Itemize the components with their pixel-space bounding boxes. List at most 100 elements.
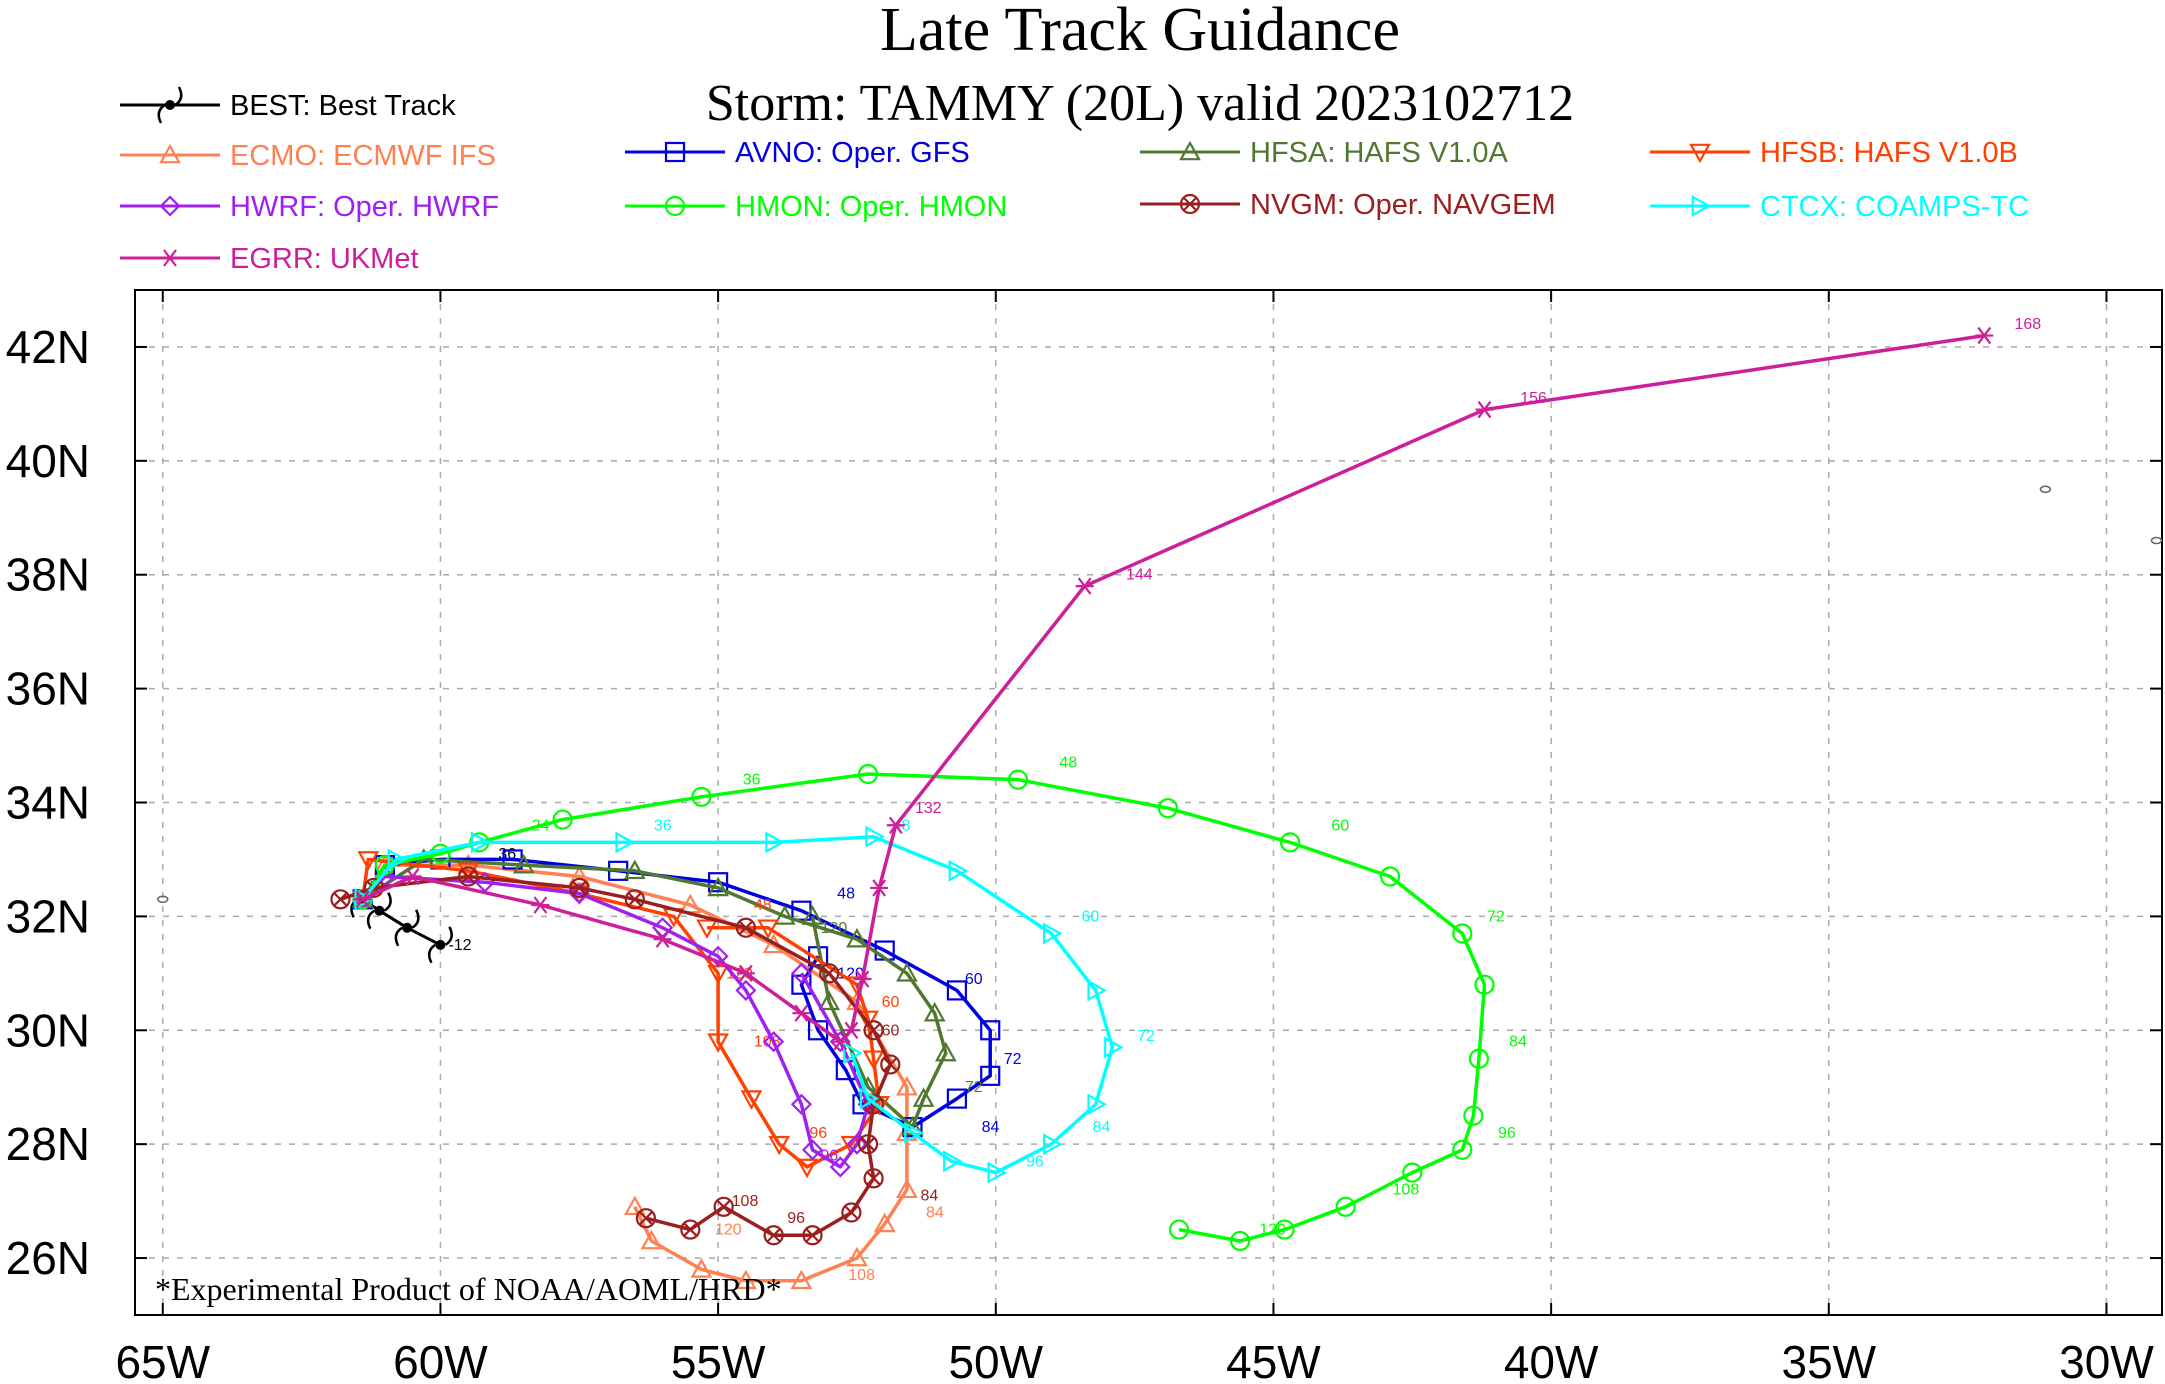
forecast-hour-label: 72 (965, 1079, 983, 1096)
track-point-hfsb (696, 919, 718, 940)
track-point-nvgm (863, 1168, 884, 1189)
legend: BEST: Best Track ECMO: ECMWF IFS AVNO: Ope… (120, 86, 2029, 275)
legend-marker (157, 86, 183, 124)
forecast-hour-label: 120 (715, 1222, 742, 1239)
track-point-ctcx (1104, 1036, 1124, 1059)
forecast-hour-label: 60 (1331, 817, 1349, 834)
track-point-avno (946, 1088, 968, 1109)
forecast-hour-label: 84 (926, 1205, 944, 1222)
track-point-hwrf (829, 1156, 851, 1178)
track-point-nvgm (569, 877, 590, 899)
track-point-hwrf (652, 917, 674, 939)
track-point-ctcx (1043, 922, 1063, 945)
legend-label: NVGM: Oper. NAVGEM (1250, 189, 1556, 221)
forecast-hour-label: 48 (754, 897, 772, 914)
track-point-hmon (1468, 1048, 1490, 1069)
forecast-hour-label: 156 (1520, 390, 1547, 407)
track-point-hfsa (912, 1087, 935, 1107)
forecast-hour-label: 72 (1004, 1051, 1022, 1068)
track-point-hwrf (707, 945, 729, 967)
track-point-nvgm (458, 866, 479, 887)
track-point-hfsb (757, 919, 779, 940)
track-hwrf: 96 (352, 865, 879, 1178)
forecast-hour-label: 144 (1126, 567, 1153, 584)
track-line-hwrf (361, 874, 870, 1169)
track-point-nvgm (680, 1219, 701, 1240)
legend-label: HFSB: HAFS V1.0B (1760, 137, 2018, 169)
x-tick-label: 35W (1781, 1336, 1876, 1384)
track-point-hmon (1280, 832, 1301, 853)
legend-label: HWRF: Oper. HWRF (230, 191, 499, 223)
track-point-egrr (831, 1033, 850, 1051)
y-tick-label: 26N (6, 1232, 90, 1284)
forecast-hour-label: -12 (448, 937, 471, 954)
track-point-best (366, 892, 392, 930)
track-point-ctcx (1087, 1093, 1108, 1116)
x-tick-label: 55W (671, 1336, 766, 1384)
x-tick-label: 45W (1226, 1336, 1321, 1384)
forecast-hour-label: 108 (732, 1193, 759, 1210)
track-hmon: 24 36 48 60 72 84 96 108 120 (352, 755, 1527, 1252)
legend-marker (1689, 143, 1711, 164)
grid (135, 290, 2162, 1315)
track-point-nvgm (624, 889, 645, 910)
track-point-ecmo (623, 1195, 646, 1216)
forecast-hour-label: 96 (1026, 1153, 1044, 1170)
x-tick-label: 40W (1504, 1336, 1599, 1384)
x-tick-label: 30W (2059, 1336, 2154, 1384)
track-point-nvgm (863, 1020, 884, 1041)
track-point-egrr (1475, 400, 1494, 419)
track-point-hwrf (763, 1031, 785, 1053)
track-point-hfsb (357, 851, 380, 871)
track-point-egrr (403, 867, 422, 886)
track-point-avno (946, 980, 968, 1001)
track-point-nvgm (857, 1134, 879, 1155)
legend-item-hwrf: HWRF: Oper. HWRF (120, 191, 499, 223)
track-point-hwrf (790, 962, 812, 984)
track-point-ecmo (790, 1269, 813, 1290)
legend-item-hfsa: HFSA: HAFS V1.0A (1140, 137, 1509, 169)
track-point-hmon (1452, 923, 1473, 944)
track-line-avno (361, 857, 992, 1129)
track-point-hfsa (801, 905, 824, 925)
forecast-hour-label: 60 (882, 1022, 900, 1039)
track-point-hfsa (623, 859, 646, 880)
legend-label: HFSA: HAFS V1.0A (1250, 137, 1509, 169)
forecast-hour-label: 108 (848, 1267, 875, 1284)
track-point-ctcx (843, 1042, 863, 1064)
track-point-avno (708, 872, 729, 893)
track-point-hmon (857, 763, 879, 785)
track-point-nvgm (819, 963, 840, 984)
track-point-hfsa (896, 962, 918, 982)
track-point-hfsa (934, 1041, 957, 1062)
track-point-egrr (842, 1021, 861, 1039)
track-point-hmon (1157, 798, 1179, 819)
forecast-hour-label: 108 (1393, 1182, 1420, 1199)
track-point-hmon (1274, 1219, 1295, 1240)
track-point-hfsa (512, 853, 535, 874)
track-point-avno (980, 1065, 1001, 1086)
track-line-hfsb (360, 857, 881, 1169)
track-point-hmon (1474, 974, 1495, 995)
y-tick-label: 32N (6, 890, 90, 942)
track-point-ecmo (873, 1212, 896, 1233)
track-point-ecmo (896, 1075, 918, 1096)
track-point-hmon (1452, 1139, 1473, 1160)
legend-item-hfsb: HFSB: HAFS V1.0B (1650, 137, 2018, 169)
track-point-ctcx (1087, 979, 1108, 1002)
legend-item-hmon: HMON: Oper. HMON (625, 191, 1007, 223)
forecast-hour-label: 84 (920, 1187, 938, 1204)
track-point-ctcx (471, 831, 491, 854)
legend-label: ECMO: ECMWF IFS (230, 140, 496, 172)
track-point-hfsa (846, 927, 868, 948)
legend-item-ctcx: CTCX: COAMPS-TC (1650, 191, 2029, 223)
forecast-hour-label: 36 (743, 772, 761, 789)
forecast-hour-label: 120 (1259, 1222, 1286, 1239)
track-point-nvgm (713, 1196, 734, 1217)
track-point-ctcx (904, 1121, 924, 1144)
track-point-hwrf (735, 979, 757, 1001)
track-point-hfsb (740, 1090, 763, 1110)
track-point-ctcx (865, 825, 885, 848)
track-point-ecmo (896, 1178, 918, 1199)
track-point-egrr (653, 930, 672, 948)
